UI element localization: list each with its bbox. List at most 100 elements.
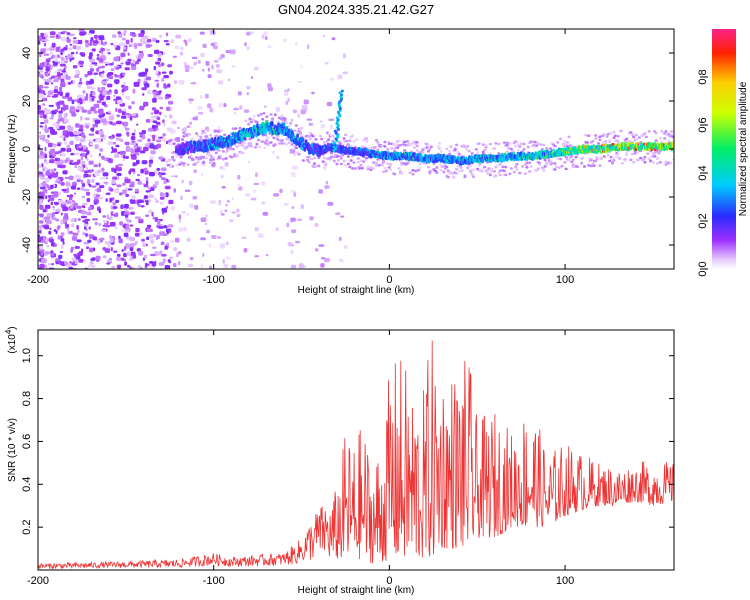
heatmap-cell <box>170 239 175 244</box>
heatmap-cell <box>149 144 155 149</box>
heatmap-cell <box>63 67 66 73</box>
heatmap-cell <box>89 154 93 158</box>
heatmap-cell <box>581 156 585 160</box>
heatmap-cell <box>606 132 610 136</box>
heatmap-cell <box>383 140 387 144</box>
heatmap-cell <box>217 236 222 239</box>
heatmap-cell <box>365 137 369 140</box>
heatmap-cell <box>256 138 260 142</box>
heatmap-cell <box>60 60 65 64</box>
heatmap-cell <box>351 167 355 170</box>
heatmap-cell <box>144 200 149 203</box>
heatmap-cell <box>63 72 68 75</box>
heatmap-cell <box>95 137 102 143</box>
heatmap-cell <box>229 49 236 55</box>
heatmap-cell <box>109 136 114 140</box>
heatmap-cell <box>292 149 295 153</box>
y-tick-label: -20 <box>21 189 33 205</box>
heatmap-cell <box>671 135 674 139</box>
heatmap-cell <box>494 174 498 177</box>
heatmap-cell <box>172 263 177 268</box>
heatmap-cell <box>85 80 89 86</box>
heatmap-cell <box>233 107 239 111</box>
heatmap-cell <box>290 190 296 193</box>
heatmap-cell <box>338 258 344 263</box>
heatmap-cell <box>135 60 140 65</box>
heatmap-cell <box>656 162 660 165</box>
heatmap-cell <box>540 166 544 169</box>
heatmap-cell <box>190 66 194 69</box>
heatmap-cell <box>57 91 63 95</box>
heatmap-cell <box>138 72 144 77</box>
heatmap-cell <box>282 38 287 42</box>
heatmap-cell <box>108 75 114 80</box>
heatmap-cell <box>439 150 443 153</box>
heatmap-cell <box>40 252 44 256</box>
heatmap-cell <box>90 78 94 84</box>
heatmap-cell <box>671 140 674 143</box>
heatmap-cell <box>70 246 75 250</box>
heatmap-cell <box>155 128 159 131</box>
heatmap-cell <box>54 109 59 113</box>
heatmap-cell <box>159 201 164 205</box>
heatmap-cell <box>635 137 638 141</box>
heatmap-cell <box>83 188 90 192</box>
heatmap-cell <box>352 140 356 143</box>
heatmap-cell <box>198 267 202 269</box>
heatmap-cell <box>186 237 191 242</box>
x-tick-label: -200 <box>27 575 49 587</box>
heatmap-cell <box>63 137 66 142</box>
heatmap-cell <box>403 149 407 152</box>
heatmap-cell <box>301 137 305 143</box>
heatmap-cell <box>77 159 81 164</box>
heatmap-cell <box>199 135 203 139</box>
heatmap-cell <box>256 114 260 117</box>
heatmap-cell <box>360 145 364 149</box>
heatmap-cell <box>127 58 132 62</box>
heatmap-cell <box>59 63 66 67</box>
heatmap-cell <box>324 185 330 189</box>
heatmap-cell <box>178 227 184 232</box>
heatmap-cell <box>39 244 43 250</box>
heatmap-cell <box>255 143 259 146</box>
heatmap-cell <box>291 173 296 178</box>
heatmap-cell <box>206 229 210 234</box>
heatmap-cell <box>214 59 219 63</box>
heatmap-cell <box>93 35 98 39</box>
heatmap-cell <box>107 52 111 55</box>
heatmap-cell <box>449 145 453 148</box>
heatmap-cell <box>160 167 167 172</box>
heatmap-cell <box>145 190 151 193</box>
heatmap-cell <box>632 161 636 164</box>
heatmap-cell <box>375 161 378 165</box>
heatmap-cell <box>52 60 56 64</box>
heatmap-cell <box>49 227 52 230</box>
heatmap-cell <box>273 193 280 197</box>
heatmap-cell <box>188 98 194 102</box>
heatmap-cell <box>348 165 352 169</box>
heatmap-cell <box>42 188 48 194</box>
heatmap-cell <box>238 126 242 130</box>
heatmap-cell <box>61 75 66 79</box>
heatmap-cell <box>122 182 126 186</box>
heatmap-cell <box>69 140 74 145</box>
heatmap-cell <box>366 167 370 171</box>
heatmap-cell <box>554 165 558 168</box>
heatmap-cell <box>162 133 166 137</box>
heatmap-cell <box>57 164 63 168</box>
heatmap-cell <box>150 116 157 119</box>
heatmap-cell <box>91 91 96 96</box>
heatmap-cell <box>536 142 540 145</box>
heatmap-cell <box>156 143 161 149</box>
heatmap-cell <box>656 157 660 160</box>
heatmap-cell <box>186 213 190 216</box>
heatmap-cell <box>438 147 442 150</box>
heatmap-cell <box>276 155 280 160</box>
heatmap-cell <box>166 229 169 235</box>
heatmap-cell <box>76 187 81 190</box>
heatmap-cell <box>94 64 98 67</box>
x-tick-label: -100 <box>203 274 225 286</box>
heatmap-cell <box>89 58 95 63</box>
heatmap-cell <box>124 208 127 212</box>
heatmap-cell <box>150 253 156 257</box>
